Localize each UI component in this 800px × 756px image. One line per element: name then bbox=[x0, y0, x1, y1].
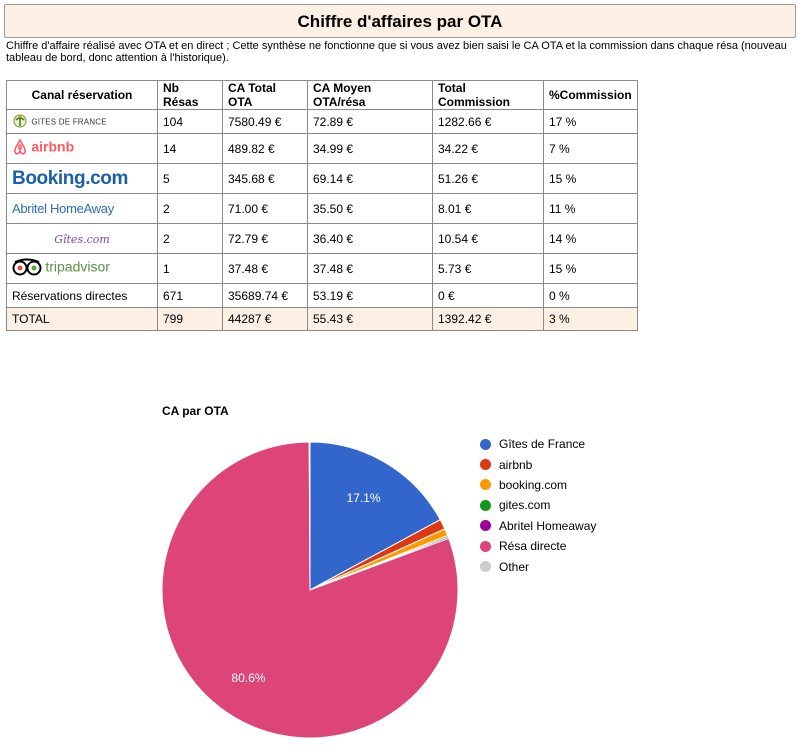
channel-cell: airbnb bbox=[6, 133, 158, 164]
legend-marker bbox=[480, 438, 491, 450]
legend-item: Résa directe bbox=[480, 536, 596, 556]
legend-marker bbox=[480, 479, 491, 491]
percent-cell: 0 % bbox=[543, 283, 638, 308]
commission-cell: 5.73 € bbox=[432, 253, 544, 284]
table-header-row: Canal réservation Nb Résas CA Total OTA … bbox=[6, 80, 638, 110]
table-total-row: TOTAL 799 44287 € 55.43 € 1392.42 € 3 % bbox=[6, 307, 638, 331]
commission-cell: 34.22 € bbox=[432, 133, 544, 164]
percent-cell: 11 % bbox=[543, 193, 638, 224]
legend-item: booking.com bbox=[480, 475, 596, 495]
commission-cell: 51.26 € bbox=[432, 163, 544, 194]
pie-slice-6 bbox=[308, 441, 311, 591]
channel-cell: GITES DE FRANCE bbox=[6, 109, 158, 134]
legend-marker bbox=[480, 540, 491, 552]
commission-cell: 1392.42 € bbox=[432, 307, 544, 331]
legend-label: Abritel Homeaway bbox=[499, 518, 597, 533]
legend-item: Other bbox=[480, 556, 596, 576]
legend-item: Gîtes de France bbox=[480, 434, 596, 454]
count-cell: 1 bbox=[157, 253, 223, 284]
legend-label: Other bbox=[499, 559, 530, 574]
average-cell: 35.50 € bbox=[307, 193, 433, 224]
col-header-commission: Total Commission bbox=[432, 80, 544, 110]
percent-cell: 3 % bbox=[543, 307, 638, 331]
commission-cell: 10.54 € bbox=[432, 223, 544, 254]
channel-cell: Réservations directes bbox=[6, 283, 158, 308]
count-cell: 2 bbox=[157, 223, 223, 254]
airbnb-logo-text: airbnb bbox=[31, 138, 75, 155]
channel-cell: Gîtes.com bbox=[6, 223, 158, 254]
page-title: Chiffre d'affaires par OTA bbox=[4, 4, 796, 38]
legend-label: gites.com bbox=[499, 498, 551, 513]
commission-cell: 1282.66 € bbox=[432, 109, 544, 134]
abritel-homeaway-logo: Abritel HomeAway bbox=[12, 201, 114, 216]
legend-item: Abritel Homeaway bbox=[480, 516, 596, 536]
table-row: airbnb 14 489.82 € 34.99 € 34.22 € 7 % bbox=[6, 133, 638, 164]
legend-item: gites.com bbox=[480, 495, 596, 515]
legend-label: Résa directe bbox=[499, 539, 567, 554]
percent-cell: 7 % bbox=[543, 133, 638, 164]
legend-marker bbox=[480, 499, 491, 511]
col-header-total: CA Total OTA bbox=[222, 80, 308, 110]
table-row: Gîtes.com 2 72.79 € 36.40 € 10.54 € 14 % bbox=[6, 223, 638, 254]
legend-label: airbnb bbox=[499, 457, 533, 472]
gites-de-france-logo bbox=[12, 112, 28, 131]
total-label-cell: TOTAL bbox=[6, 307, 158, 331]
table-row: Réservations directes 671 35689.74 € 53.… bbox=[6, 283, 638, 308]
percent-cell: 14 % bbox=[543, 223, 638, 254]
tripadvisor-owl-icon bbox=[12, 258, 42, 279]
ota-table: Canal réservation Nb Résas CA Total OTA … bbox=[6, 80, 638, 331]
legend-marker bbox=[480, 459, 491, 471]
table-row: tripadvisor 1 37.48 € 37.48 € 5.73 € 15 … bbox=[6, 253, 638, 284]
count-cell: 671 bbox=[157, 283, 223, 308]
intro-text: Chiffre d'affaire réalisé avec OTA et en… bbox=[6, 40, 787, 64]
gites-com-logo: Gîtes.com bbox=[54, 232, 110, 246]
legend-label: booking.com bbox=[499, 477, 568, 492]
col-header-average: CA Moyen OTA/résa bbox=[307, 80, 433, 110]
count-cell: 799 bbox=[157, 307, 223, 331]
booking-logo: Booking.com bbox=[12, 167, 128, 189]
legend-marker bbox=[480, 561, 491, 573]
channel-cell: tripadvisor bbox=[6, 253, 158, 284]
channel-cell: Abritel HomeAway bbox=[6, 193, 158, 224]
legend-item: airbnb bbox=[480, 454, 596, 474]
total-cell: 345.68 € bbox=[222, 163, 308, 194]
average-cell: 53.19 € bbox=[307, 283, 433, 308]
gites-de-france-logo-text: GITES DE FRANCE bbox=[31, 117, 107, 127]
pie-slice-0 bbox=[309, 441, 441, 591]
pie-slice-label: 80.6% bbox=[231, 670, 266, 685]
chart-title: CA par OTA bbox=[162, 404, 229, 418]
table-row: Booking.com 5 345.68 € 69.14 € 51.26 € 1… bbox=[6, 163, 638, 194]
average-cell: 55.43 € bbox=[307, 307, 433, 331]
col-header-count: Nb Résas bbox=[157, 80, 223, 110]
airbnb-logo bbox=[12, 138, 28, 159]
channel-cell: Booking.com bbox=[6, 163, 158, 194]
pie-slice-label: 17.1% bbox=[346, 491, 381, 506]
average-cell: 34.99 € bbox=[307, 133, 433, 164]
average-cell: 72.89 € bbox=[307, 109, 433, 134]
tripadvisor-logo-text: tripadvisor bbox=[45, 258, 110, 275]
chart-legend: Gîtes de France airbnb booking.com gites.co… bbox=[480, 434, 596, 577]
legend-label: Gîtes de France bbox=[499, 437, 586, 452]
legend-marker bbox=[480, 520, 491, 532]
percent-cell: 15 % bbox=[543, 253, 638, 284]
total-cell: 72.79 € bbox=[222, 223, 308, 254]
